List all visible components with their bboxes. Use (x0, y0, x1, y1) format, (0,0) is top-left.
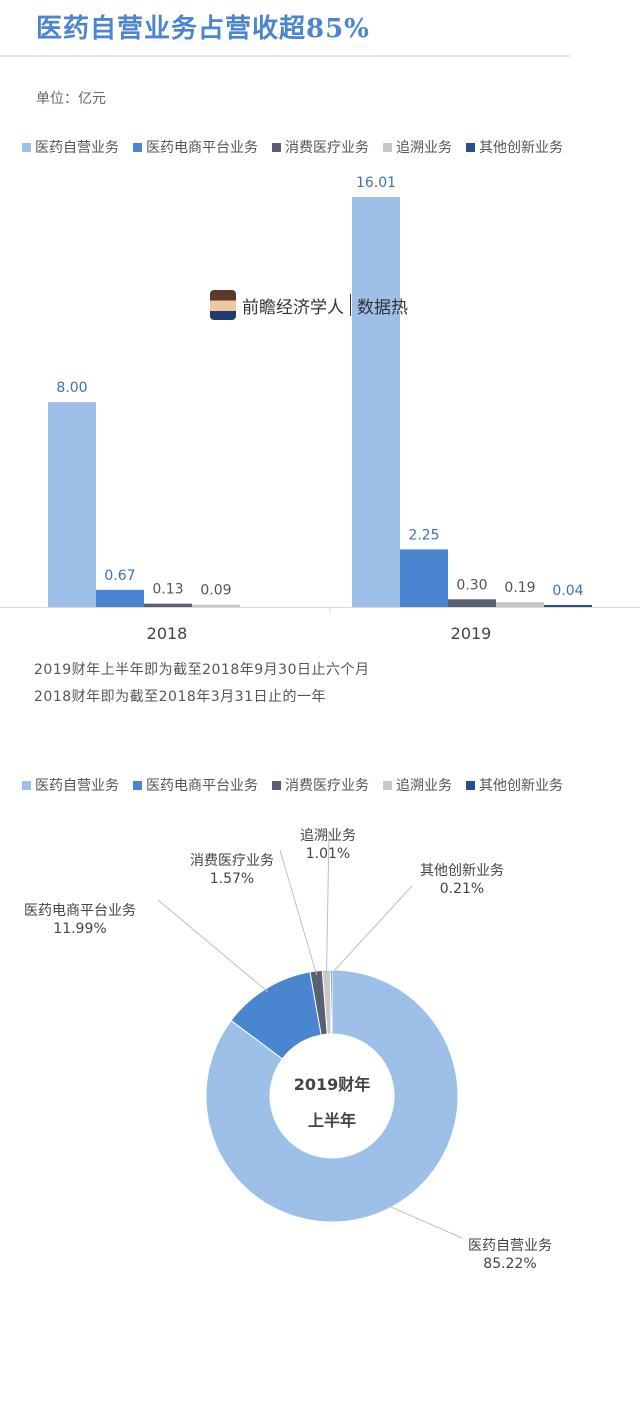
donut-chart: 医药自营业务 85.22% 医药电商平台业务 11.99% 消费医疗业务 1.57% 追溯业… (24, 828, 552, 1272)
leader-line (386, 1204, 463, 1239)
legend-label: 追溯业务 (396, 140, 452, 156)
watermark-brand: 前瞻经济学人 (242, 297, 344, 318)
leader-line (326, 831, 330, 975)
bar (352, 197, 400, 607)
center-label-line1: 2019财年 (294, 1075, 371, 1094)
pie-slice (205, 969, 459, 1223)
slice-percent: 11.99% (53, 921, 106, 937)
watermark: 前瞻经济学人 数据热 (210, 290, 408, 320)
legend-item: 消费医疗业务 (272, 137, 369, 157)
bar (192, 604, 240, 607)
legend-item: 医药自营业务 (22, 775, 119, 795)
legend-label: 医药自营业务 (35, 778, 119, 794)
legend-label: 追溯业务 (396, 778, 452, 794)
bar (448, 599, 496, 607)
data-label: 0.30 (456, 577, 487, 593)
data-label: 2.25 (408, 527, 439, 543)
legend-swatch (133, 780, 142, 790)
data-label: 0.13 (152, 582, 183, 598)
legend-item: 医药自营业务 (22, 137, 119, 157)
legend-label: 消费医疗业务 (285, 140, 369, 156)
legend-label: 医药电商平台业务 (146, 140, 258, 156)
pie-slice (329, 969, 333, 1035)
legend-swatch (272, 780, 281, 790)
center-label-line2: 上半年 (308, 1111, 356, 1130)
legend-swatch (22, 780, 31, 790)
x-tick-label: 2019 (451, 624, 492, 643)
bar (96, 589, 144, 607)
legend-swatch (22, 142, 31, 152)
data-label: 8.00 (56, 380, 87, 396)
legend-item: 医药电商平台业务 (133, 137, 258, 157)
legend-label: 其他创新业务 (479, 140, 563, 156)
legend-label: 医药自营业务 (35, 140, 119, 156)
footnote-2: 2018财年即为截至2018年3月31日止的一年 (34, 689, 326, 705)
bar-legend: 医药自营业务 医药电商平台业务 消费医疗业务 追溯业务 其他创新业务 (22, 137, 563, 157)
watermark-separator (350, 294, 351, 316)
pie-legend: 医药自营业务 医药电商平台业务 消费医疗业务 追溯业务 其他创新业务 (22, 775, 563, 795)
data-label: 16.01 (356, 175, 396, 191)
data-label: 0.09 (200, 583, 231, 599)
legend-label: 其他创新业务 (479, 778, 563, 794)
slice-percent: 1.57% (210, 871, 254, 887)
leader-line (279, 849, 318, 976)
legend-item: 其他创新业务 (466, 775, 563, 795)
bar (48, 402, 96, 607)
slice-percent: 85.22% (483, 1256, 536, 1272)
data-label: 0.04 (552, 583, 583, 599)
bar (400, 549, 448, 607)
legend-swatch (133, 142, 142, 152)
legend-label: 医药电商平台业务 (146, 778, 258, 794)
data-label: 0.19 (504, 580, 535, 596)
slice-name: 医药自营业务 (468, 1238, 552, 1254)
bar (144, 603, 192, 607)
legend-item: 追溯业务 (383, 137, 452, 157)
unit-label: 单位：亿元 (36, 91, 106, 107)
legend-swatch (272, 142, 281, 152)
footnote-1: 2019财年上半年即为截至2018年9月30日止六个月 (34, 662, 370, 678)
bar-chart: 8.00 0.67 0.13 0.09 2018 16.01 2.25 0.30 0.19 0.0… (0, 175, 640, 643)
avatar-icon (210, 290, 236, 320)
watermark-tag: 数据热 (357, 297, 408, 318)
legend-item: 医药电商平台业务 (133, 775, 258, 795)
legend-swatch (466, 780, 475, 790)
slice-percent: 0.21% (440, 881, 484, 897)
slice-name: 消费医疗业务 (190, 853, 274, 869)
bar (544, 605, 592, 607)
legend-item: 消费医疗业务 (272, 775, 369, 795)
slice-percent: 1.01% (306, 846, 350, 862)
legend-swatch (466, 142, 475, 152)
bar (496, 602, 544, 607)
legend-swatch (383, 142, 392, 152)
x-tick-label: 2018 (147, 624, 188, 643)
page-title: 医药自营业务占营收超85% (36, 14, 370, 44)
title-divider (0, 55, 570, 57)
legend-item: 追溯业务 (383, 775, 452, 795)
legend-item: 其他创新业务 (466, 137, 563, 157)
leader-line (330, 885, 413, 975)
slice-name: 其他创新业务 (420, 863, 504, 879)
data-label: 0.67 (104, 568, 135, 584)
slice-name: 医药电商平台业务 (24, 903, 136, 919)
leader-line (157, 899, 269, 993)
legend-swatch (383, 780, 392, 790)
slice-name: 追溯业务 (300, 828, 356, 844)
legend-label: 消费医疗业务 (285, 778, 369, 794)
